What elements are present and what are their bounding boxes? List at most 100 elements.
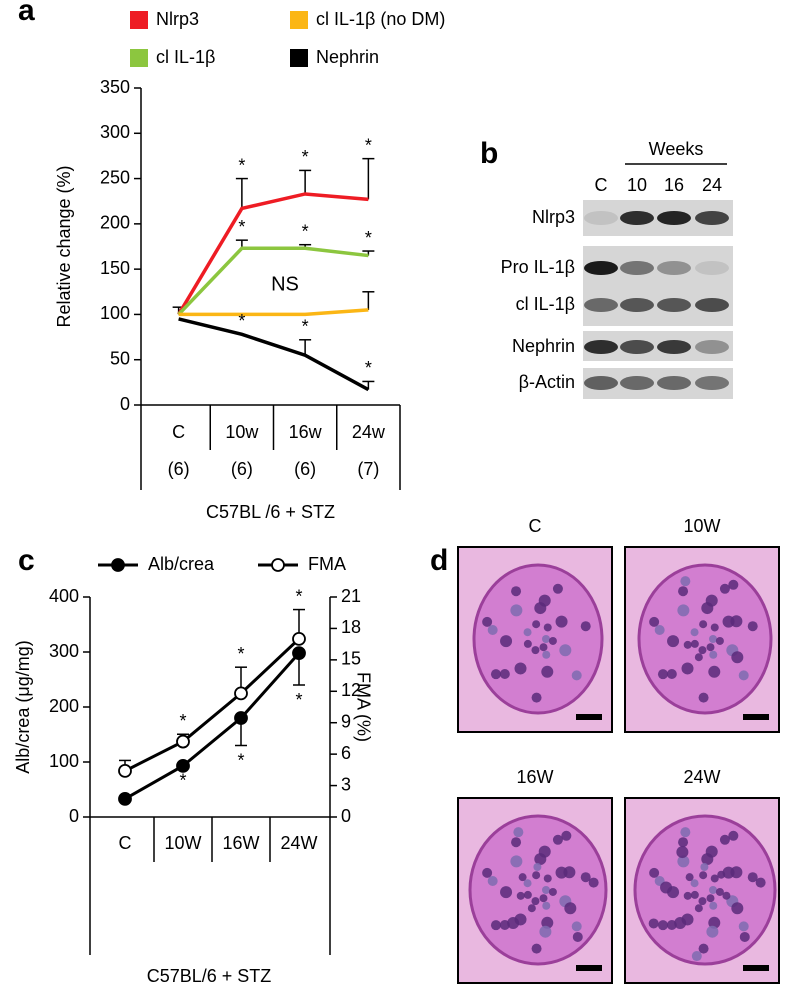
nucleus [676,846,689,859]
blot-row-label: Pro IL-1β [501,257,575,277]
image-label: 24W [683,767,720,787]
blot-band [657,376,691,390]
nucleus [738,670,749,681]
nucleus [657,669,668,680]
legend-swatch [290,49,308,67]
blot-row-label: cl IL-1β [516,294,575,314]
nucleus [543,874,552,883]
group-size: (6) [294,459,316,479]
nucleus [532,871,541,880]
nucleus [674,917,687,930]
nucleus [490,669,501,680]
nucleus [487,875,498,886]
significance-marker: * [365,358,372,378]
nucleus [719,583,730,594]
significance-marker: * [238,155,245,175]
significance-marker: * [302,317,309,337]
nucleus [654,624,665,635]
significance-marker: * [237,750,244,770]
x-tick-label: 16W [222,833,259,853]
nucleus [482,867,493,878]
y2-tick-label: 6 [341,743,351,763]
nucleus [523,890,532,899]
blot-band [657,261,691,275]
legend-marker [111,558,125,572]
nucleus [510,604,523,617]
x-tick-label: 16w [289,422,323,442]
nucleus [694,904,703,913]
blot-row-label: Nlrp3 [532,207,575,227]
nucleus [709,650,718,659]
nucleus [559,644,572,657]
nucleus [510,855,523,868]
y-tick-label: 350 [100,77,130,97]
glomerulus [472,563,604,715]
nucleus [657,920,668,931]
y-tick-label: 100 [100,303,130,323]
nucleus [690,628,699,637]
nucleus [482,616,493,627]
point [292,632,306,646]
blot-header: Weeks [649,139,704,159]
point [176,734,190,749]
nucleus [698,692,709,703]
nucleus [660,881,673,894]
blot-row-label: β-Actin [519,372,575,392]
image-label: 10W [683,516,720,536]
nucleus [542,886,550,894]
x-axis-label: C57BL/6 + STZ [147,966,272,986]
blot-membrane [583,246,733,326]
y-tick-label: 200 [100,213,130,233]
nucleus [694,653,703,662]
nucleus [555,615,568,628]
nucleus [677,855,690,868]
blot-band [695,376,729,390]
nucleus [571,670,582,681]
y2-tick-label: 9 [341,711,351,731]
y-tick-label: 300 [49,641,79,661]
significance-marker: * [365,228,372,248]
nucleus [747,621,758,632]
y-tick-label: 400 [49,586,79,606]
nucleus [516,891,525,900]
y-tick-label: 250 [100,167,130,187]
nucleus [531,646,540,655]
nucleus [666,668,677,679]
nucleus [648,918,659,929]
blot-band [620,261,654,275]
x-axis-label: C57BL /6 + STZ [206,502,335,522]
lane-label: 24 [702,175,722,195]
nucleus [523,879,532,888]
significance-marker: * [179,771,186,791]
y2-tick-label: 3 [341,774,351,794]
x-tick-label: 24W [280,833,317,853]
nucleus [698,897,707,906]
nucleus [649,616,660,627]
nucleus [563,866,576,879]
blot-band [695,340,729,354]
legend-label: Nephrin [316,47,379,67]
nucleus [514,662,527,675]
point [234,711,248,725]
blot-band [620,211,654,225]
x-tick-label: 10w [225,422,259,442]
blot-band [657,211,691,225]
blot-band [584,261,618,275]
scale-bar [743,965,769,971]
point [234,686,248,701]
y2-tick-label: 12 [341,680,361,700]
y2-tick-label: 0 [341,806,351,826]
nucleus [710,874,719,883]
nucleus [709,886,717,894]
y2-tick-label: 21 [341,586,361,606]
nucleus [719,834,730,845]
nucleus [680,827,691,838]
group-size: (7) [357,459,379,479]
nucleus [580,872,591,883]
nucleus [513,827,524,838]
point [292,646,306,660]
nucleus [571,921,582,932]
nucleus [511,837,522,848]
y-axis-label: Relative change (%) [54,165,74,327]
legend-swatch [130,11,148,29]
